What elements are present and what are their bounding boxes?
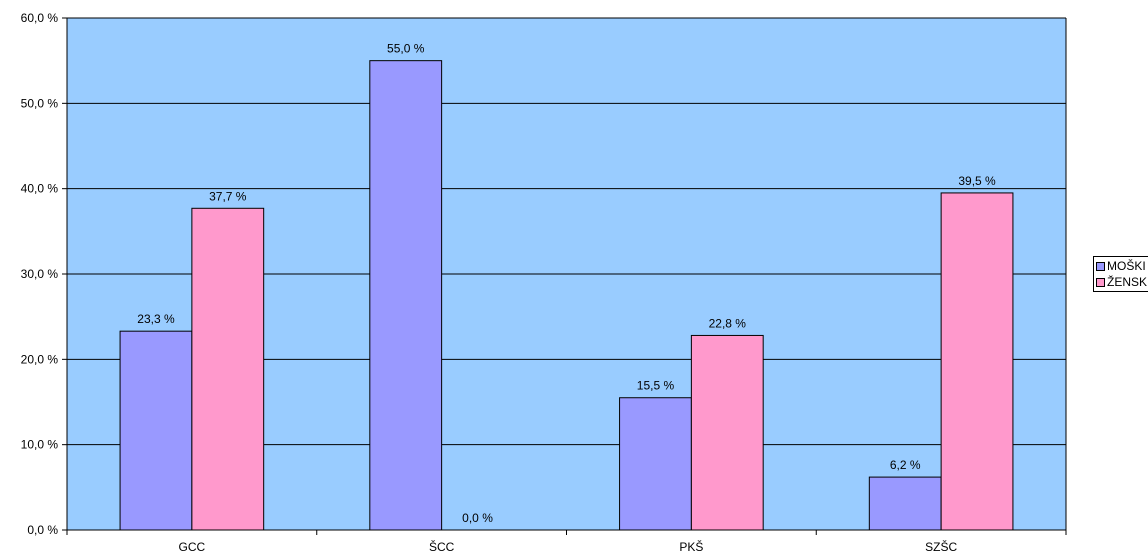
y-tick-label: 30,0 % (21, 267, 59, 281)
bar (619, 397, 692, 531)
bar (191, 207, 265, 531)
legend-swatch-zenski (1096, 277, 1105, 287)
legend-label-moski: MOŠKI (1107, 259, 1146, 273)
data-label: 15,5 % (637, 379, 675, 393)
data-label: 23,3 % (137, 312, 175, 326)
x-tick-label: GCC (179, 540, 206, 554)
bar (119, 330, 193, 531)
legend-item-zenski: ŽENSKI (1096, 274, 1148, 290)
x-tick-label: SZŠC (925, 539, 957, 554)
data-label: 37,7 % (209, 189, 247, 203)
y-tick-label: 50,0 % (21, 96, 59, 110)
legend-item-moski: MOŠKI (1096, 258, 1148, 274)
data-label: 0,0 % (462, 511, 493, 525)
legend-label-zenski: ŽENSKI (1107, 275, 1148, 289)
bar (369, 60, 443, 531)
data-label: 22,8 % (709, 316, 747, 330)
data-label: 6,2 % (890, 458, 921, 472)
bar (690, 334, 764, 531)
data-label: 55,0 % (387, 42, 425, 56)
x-tick-label: ŠCC (429, 539, 455, 554)
data-label: 39,5 % (958, 174, 996, 188)
bar (940, 192, 1014, 531)
bar (868, 476, 942, 531)
y-tick-label: 20,0 % (21, 352, 59, 366)
y-tick-label: 40,0 % (21, 182, 59, 196)
y-tick-label: 60,0 % (21, 11, 59, 25)
legend: MOŠKI ŽENSKI (1093, 256, 1148, 292)
y-tick-label: 0,0 % (27, 523, 58, 537)
y-tick-label: 10,0 % (21, 438, 59, 452)
legend-swatch-moski (1096, 261, 1105, 271)
x-tick-label: PKŠ (679, 539, 703, 554)
